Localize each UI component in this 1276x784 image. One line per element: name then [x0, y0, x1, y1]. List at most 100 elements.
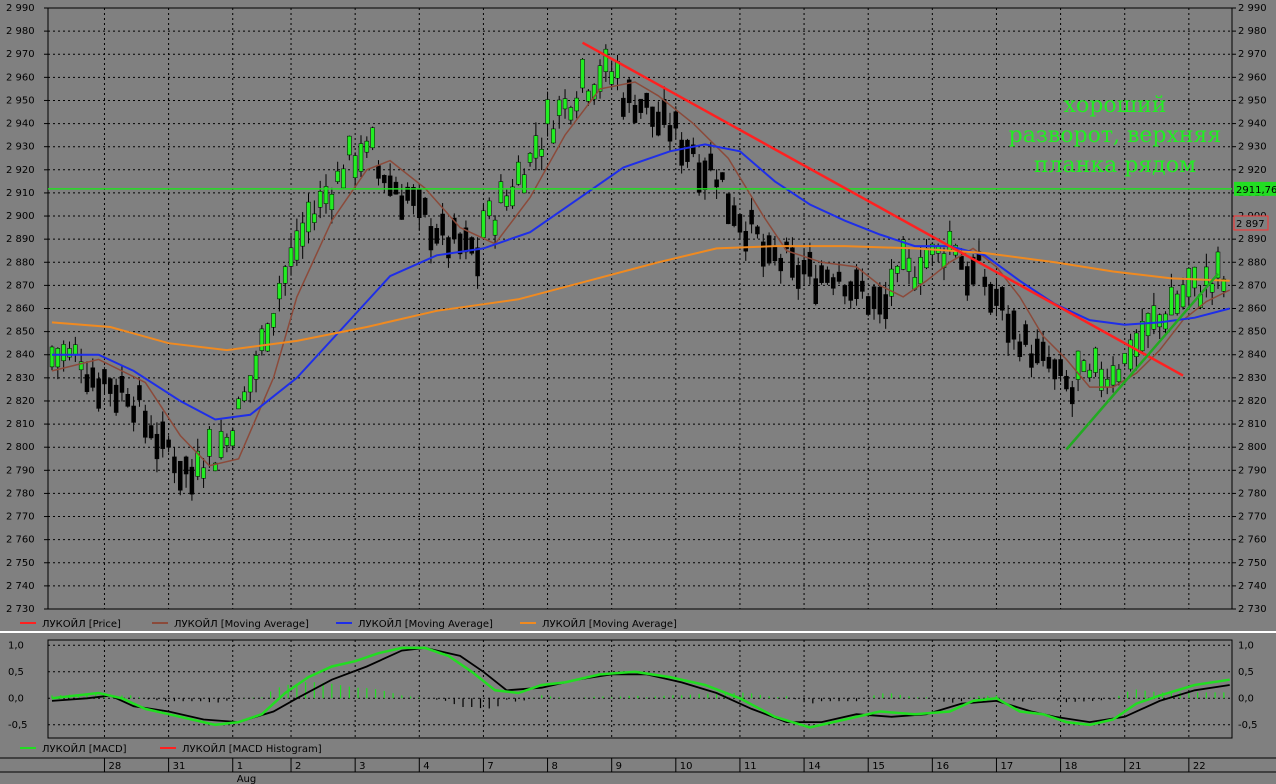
- candle-body: [1145, 313, 1151, 337]
- y-tick-label-right: 2 990: [1238, 3, 1267, 14]
- candle-body: [492, 219, 498, 236]
- candle-body: [411, 187, 416, 206]
- candle-body: [49, 346, 55, 368]
- candle-body: [428, 226, 434, 251]
- candle-body: [457, 233, 463, 255]
- macd-y-tick-right: 0,0: [1238, 693, 1254, 704]
- candle-body: [691, 144, 696, 155]
- candle-body: [1035, 338, 1040, 364]
- annotation-text: планка рядом: [1034, 153, 1196, 178]
- candle-body: [714, 179, 719, 188]
- candle-body: [521, 174, 527, 194]
- y-tick-label-left: 2 900: [6, 211, 35, 222]
- legend-label: ЛУКОЙЛ [Moving Average]: [358, 617, 493, 630]
- candle-body: [306, 201, 311, 233]
- candle-body: [475, 247, 480, 277]
- y-tick-label-left: 2 770: [6, 512, 35, 523]
- candle-body: [67, 348, 72, 358]
- candle-body: [1192, 266, 1197, 289]
- y-tick-label-left: 2 730: [6, 604, 35, 615]
- candle-body: [597, 65, 603, 92]
- x-tick-label: 16: [936, 761, 949, 772]
- y-tick-label-left: 2 750: [6, 558, 35, 569]
- candle-body: [889, 268, 894, 297]
- candle-body: [842, 285, 848, 297]
- y-tick-label-right: 2 810: [1238, 419, 1267, 430]
- candle-body: [807, 251, 813, 277]
- candle-body: [731, 205, 737, 226]
- candle-body: [1104, 379, 1110, 388]
- candle-body: [772, 246, 778, 262]
- x-tick-label: 8: [552, 761, 558, 772]
- candle-body: [61, 344, 66, 362]
- y-tick-label-left: 2 970: [6, 49, 35, 60]
- y-tick-label-left: 2 980: [6, 26, 35, 37]
- candle-body: [364, 140, 370, 153]
- candle-body: [603, 48, 609, 72]
- y-tick-label-left: 2 850: [6, 327, 35, 338]
- candle-body: [440, 213, 445, 236]
- candle-body: [580, 59, 585, 89]
- candle-body: [1023, 324, 1028, 345]
- candle-body: [1046, 356, 1052, 369]
- candle-body: [113, 384, 119, 413]
- y-tick-label-left: 2 910: [6, 188, 35, 199]
- x-tick-label: 22: [1193, 761, 1206, 772]
- candle-body: [108, 378, 113, 394]
- candle-body: [959, 256, 964, 270]
- candle-body: [994, 288, 999, 306]
- candle-body: [1139, 321, 1145, 352]
- macd-y-tick-left: 0,5: [8, 667, 24, 678]
- y-tick-label-left: 2 990: [6, 3, 35, 14]
- y-tick-label-left: 2 830: [6, 373, 35, 384]
- x-tick-label: 4: [423, 761, 429, 772]
- y-tick-label-left: 2 860: [6, 304, 35, 315]
- y-tick-label-right: 2 730: [1238, 604, 1267, 615]
- x-tick-label: 18: [1065, 761, 1078, 772]
- candle-body: [90, 367, 96, 388]
- annotation-text: хороший: [1064, 93, 1167, 118]
- candle-body: [1116, 368, 1122, 383]
- candle-body: [1000, 287, 1005, 311]
- candle-body: [1157, 314, 1162, 328]
- macd-pane-frame: [47, 639, 1233, 739]
- candle-body: [387, 175, 393, 196]
- candle-body: [1134, 332, 1139, 357]
- candle-body: [749, 209, 754, 225]
- candle-body: [1180, 284, 1186, 308]
- candle-body: [533, 135, 539, 159]
- candle-body: [323, 186, 329, 204]
- candle-body: [1110, 365, 1116, 386]
- y-tick-label-left: 2 890: [6, 234, 35, 245]
- candle-body: [685, 139, 690, 162]
- y-tick-label-left: 2 920: [6, 165, 35, 176]
- legend-label: ЛУКОЙЛ [Moving Average]: [542, 617, 677, 630]
- y-tick-label-right: 2 740: [1238, 581, 1267, 592]
- candle-body: [766, 235, 772, 264]
- candle-body: [679, 139, 684, 166]
- candle-body: [609, 71, 614, 85]
- candle-body: [236, 398, 241, 410]
- candle-body: [230, 430, 235, 447]
- y-tick-label-right: 2 750: [1238, 558, 1267, 569]
- candle-body: [1174, 293, 1180, 314]
- trendline: [581, 41, 1184, 377]
- candle-body: [1070, 387, 1075, 405]
- candle-body: [871, 286, 877, 310]
- x-tick-label: 14: [808, 761, 821, 772]
- x-tick-label: 21: [1129, 761, 1142, 772]
- y-tick-label-right: 2 760: [1238, 535, 1267, 546]
- candle-body: [78, 361, 84, 371]
- candle-body: [422, 197, 428, 215]
- y-tick-label-right: 2 800: [1238, 442, 1267, 453]
- candle-body: [358, 143, 364, 172]
- candle-body: [399, 195, 405, 220]
- y-tick-label-right: 2 970: [1238, 49, 1267, 60]
- candle-body: [329, 194, 335, 210]
- candle-body: [446, 237, 451, 259]
- candle-body: [1169, 286, 1174, 316]
- candle-body: [900, 239, 906, 270]
- candle-body: [790, 247, 795, 278]
- candle-body: [1093, 347, 1098, 373]
